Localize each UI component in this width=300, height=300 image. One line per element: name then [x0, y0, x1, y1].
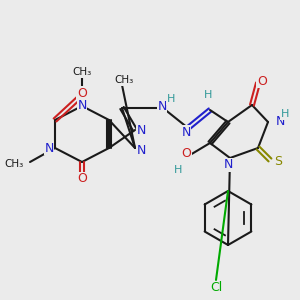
- Text: N: N: [181, 125, 191, 139]
- Text: Cl: Cl: [210, 281, 222, 295]
- Text: O: O: [77, 86, 87, 100]
- Text: N: N: [223, 158, 233, 172]
- Text: H: H: [281, 109, 289, 119]
- Text: N: N: [136, 124, 146, 136]
- Text: CH₃: CH₃: [72, 67, 92, 77]
- Text: O: O: [257, 74, 267, 88]
- Text: O: O: [181, 148, 191, 160]
- Text: S: S: [274, 155, 282, 169]
- Text: H: H: [174, 165, 182, 175]
- Text: CH₃: CH₃: [5, 159, 24, 169]
- Text: N: N: [136, 143, 146, 157]
- Text: N: N: [77, 98, 87, 112]
- Text: N: N: [157, 100, 167, 112]
- Text: N: N: [44, 142, 54, 154]
- Text: H: H: [167, 94, 175, 104]
- Text: CH₃: CH₃: [114, 75, 134, 85]
- Text: H: H: [204, 90, 212, 100]
- Text: N: N: [276, 115, 285, 128]
- Text: O: O: [77, 172, 87, 185]
